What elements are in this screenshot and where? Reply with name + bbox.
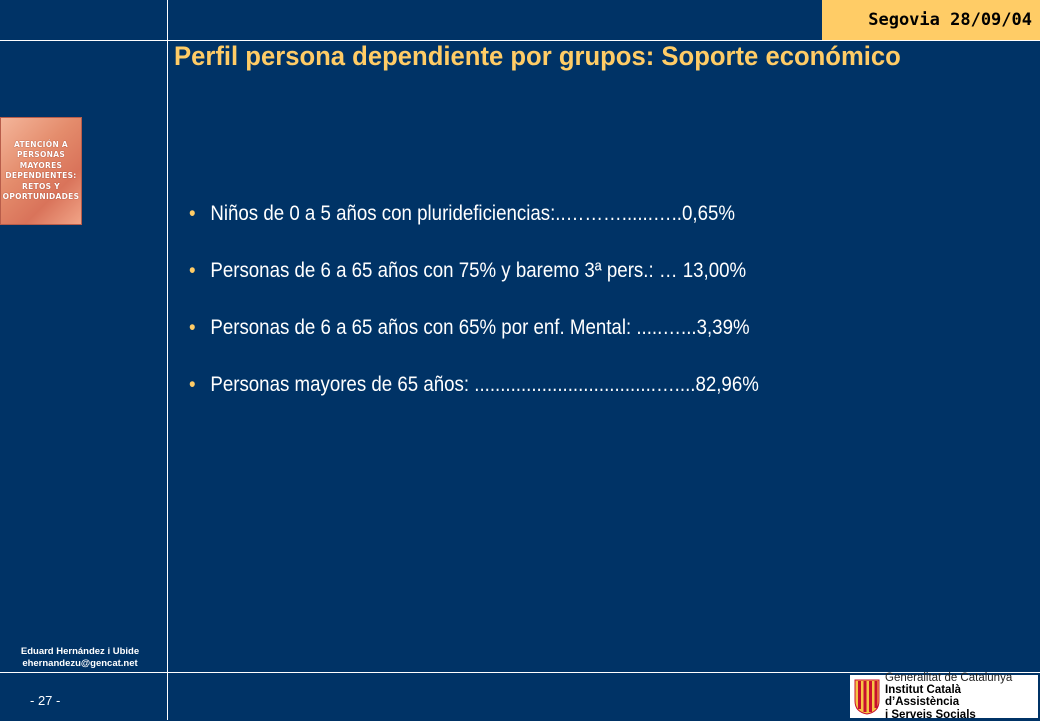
author-credit: Eduard Hernández i Ubide ehernandezu@gen… [0,646,160,670]
logo-line: ATENCIÓN A [13,139,69,149]
bullet-text: Personas mayores de 65 años: ...........… [210,373,759,396]
bullet-text: Personas de 6 a 65 años con 75% y baremo… [210,259,747,282]
bullet-icon: • [189,202,196,225]
date-badge: Segovia 28/09/04 [822,0,1040,40]
conference-logo: ATENCIÓN A PERSONAS MAYORES DEPENDIENTES… [0,117,82,225]
bullet-text: Personas de 6 a 65 años con 65% por enf.… [210,316,750,339]
gencat-line: i Serveis Socials [885,708,976,721]
bullet-icon: • [189,373,196,396]
logo-line: MAYORES [19,160,63,170]
bullet-list: • Niños de 0 a 5 años con plurideficienci… [189,202,829,430]
footer-divider [0,672,1040,673]
bullet-text: Niños de 0 a 5 años con plurideficiencia… [210,202,735,225]
logo-line: OPORTUNIDADES [2,192,80,201]
header-divider [0,40,1040,41]
bullet-item: • Niños de 0 a 5 años con plurideficienci… [189,202,759,259]
catalan-flag-icon [854,679,880,715]
author-email: ehernandezu@gencat.net [22,658,138,669]
slide-title: Perfil persona dependiente por grupos: S… [174,41,901,71]
logo-line: DEPENDIENTES: [5,171,77,180]
bullet-item: • Personas mayores de 65 años: ..........… [189,373,759,430]
date-label: Segovia 28/09/04 [868,10,1032,30]
gencat-line: Generalitat de Catalunya [885,671,1013,684]
gencat-line: Institut Català d’Assistència [885,683,962,709]
author-name: Eduard Hernández i Ubide [20,646,140,657]
logo-line: RETOS Y [22,181,60,191]
page-number: - 27 - [30,693,61,708]
logo-line: PERSONAS [16,150,66,159]
bullet-icon: • [189,259,196,282]
bullet-icon: • [189,316,196,339]
bullet-item: • Personas de 6 a 65 años con 75% y barem… [189,259,759,316]
bullet-item: • Personas de 6 a 65 años con 65% por enf… [189,316,759,373]
gencat-text: Generalitat de Catalunya Institut Català… [885,672,1034,721]
vertical-divider [167,0,168,720]
gencat-logo-block: Generalitat de Catalunya Institut Català… [850,672,1038,721]
